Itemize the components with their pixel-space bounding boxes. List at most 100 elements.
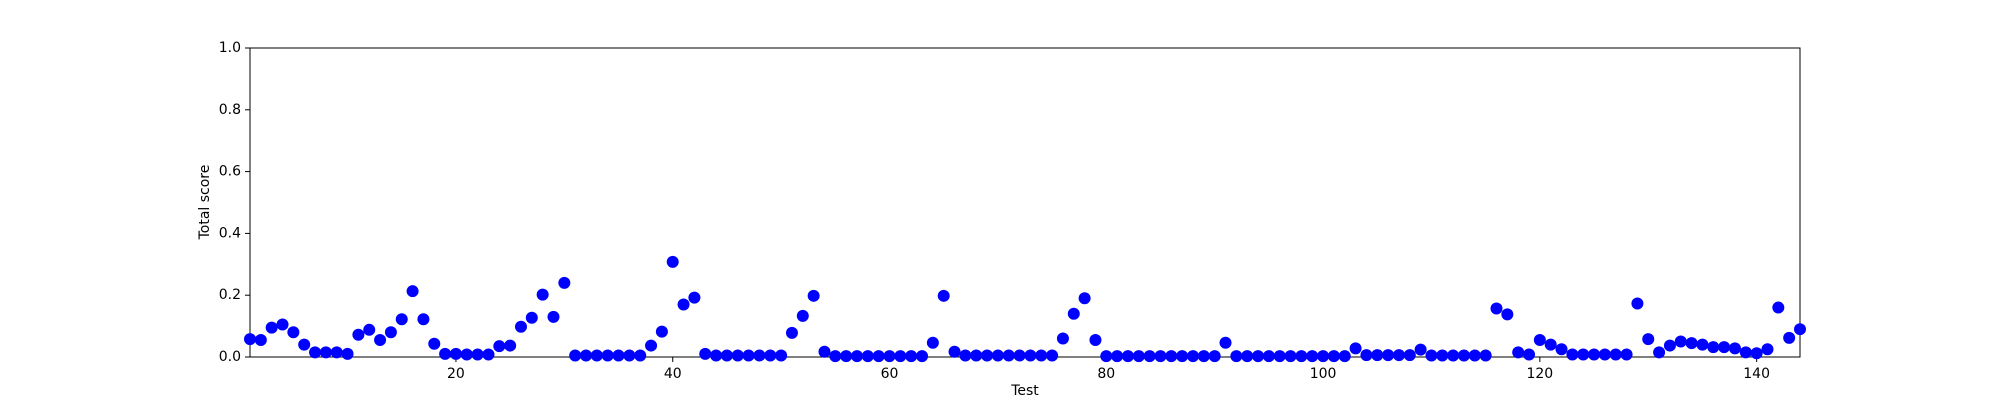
point (1642, 333, 1655, 346)
point (1197, 350, 1210, 363)
point (244, 333, 256, 346)
point (428, 337, 441, 350)
point (1479, 349, 1492, 362)
point (1468, 349, 1481, 362)
point (731, 349, 744, 362)
point (1371, 349, 1384, 362)
point (525, 311, 538, 324)
point (926, 336, 939, 349)
point (471, 348, 484, 361)
point (1078, 292, 1091, 305)
point (1143, 350, 1156, 363)
point (1317, 350, 1330, 363)
point (580, 349, 593, 362)
point (276, 318, 289, 331)
point (840, 350, 853, 363)
point (1176, 350, 1189, 363)
point (1241, 350, 1254, 363)
point (1620, 348, 1633, 361)
point (449, 347, 462, 360)
point (1067, 307, 1080, 320)
x-axis-label: Test (1010, 383, 1039, 399)
point (1523, 348, 1536, 361)
point (699, 347, 712, 360)
point (1165, 350, 1178, 363)
point (493, 340, 506, 353)
point (1252, 350, 1265, 363)
point (1284, 350, 1297, 363)
point (1555, 343, 1568, 356)
point (1262, 350, 1275, 363)
point (536, 288, 549, 301)
point (1024, 349, 1037, 362)
y-tick-label: 0.4 (219, 225, 241, 241)
point (981, 349, 994, 362)
point (1707, 341, 1720, 354)
point (807, 289, 820, 302)
point (341, 347, 354, 360)
point (764, 349, 777, 362)
point (1013, 349, 1026, 362)
axes-frame (249, 47, 1801, 358)
point (1588, 348, 1601, 361)
y-tick-label: 0.8 (219, 102, 241, 118)
x-tick-label: 140 (1743, 366, 1770, 382)
point (883, 350, 896, 363)
point (1761, 343, 1774, 356)
point (666, 255, 679, 268)
point (688, 291, 701, 304)
point (1490, 302, 1503, 315)
point (1132, 350, 1145, 363)
point (1295, 350, 1308, 363)
point (655, 325, 668, 338)
point (1696, 338, 1709, 351)
point (645, 339, 658, 352)
point (1002, 349, 1015, 362)
point (1739, 346, 1752, 359)
point (818, 345, 831, 358)
point (514, 320, 527, 333)
point (1306, 350, 1319, 363)
point (1154, 350, 1167, 363)
point (1382, 349, 1395, 362)
x-tick-label: 20 (447, 366, 465, 382)
point (1392, 349, 1405, 362)
point (547, 310, 560, 323)
point (601, 349, 614, 362)
point (959, 349, 972, 362)
point (1360, 349, 1373, 362)
point (1533, 334, 1546, 347)
point (265, 321, 278, 334)
x-tick-label: 60 (881, 366, 899, 382)
point (1414, 343, 1427, 356)
point (406, 285, 419, 298)
point (916, 350, 929, 363)
point (991, 349, 1004, 362)
point (460, 348, 473, 361)
point (439, 347, 452, 360)
point (612, 349, 625, 362)
point (677, 298, 690, 311)
point (1447, 349, 1460, 362)
point (861, 350, 874, 363)
point (1653, 346, 1666, 359)
point (1663, 339, 1676, 352)
point (330, 346, 343, 359)
x-tick-label: 100 (1310, 366, 1337, 382)
point (894, 350, 907, 363)
point (1718, 341, 1731, 354)
point (1089, 334, 1102, 347)
point (720, 349, 733, 362)
point (1403, 349, 1416, 362)
point (872, 350, 885, 363)
point (1783, 331, 1796, 344)
point (1674, 335, 1687, 348)
point (1457, 349, 1470, 362)
point (753, 349, 766, 362)
point (363, 323, 376, 336)
point (1794, 323, 1806, 336)
point (1598, 348, 1611, 361)
point (623, 349, 636, 362)
point (1436, 349, 1449, 362)
point (569, 349, 582, 362)
